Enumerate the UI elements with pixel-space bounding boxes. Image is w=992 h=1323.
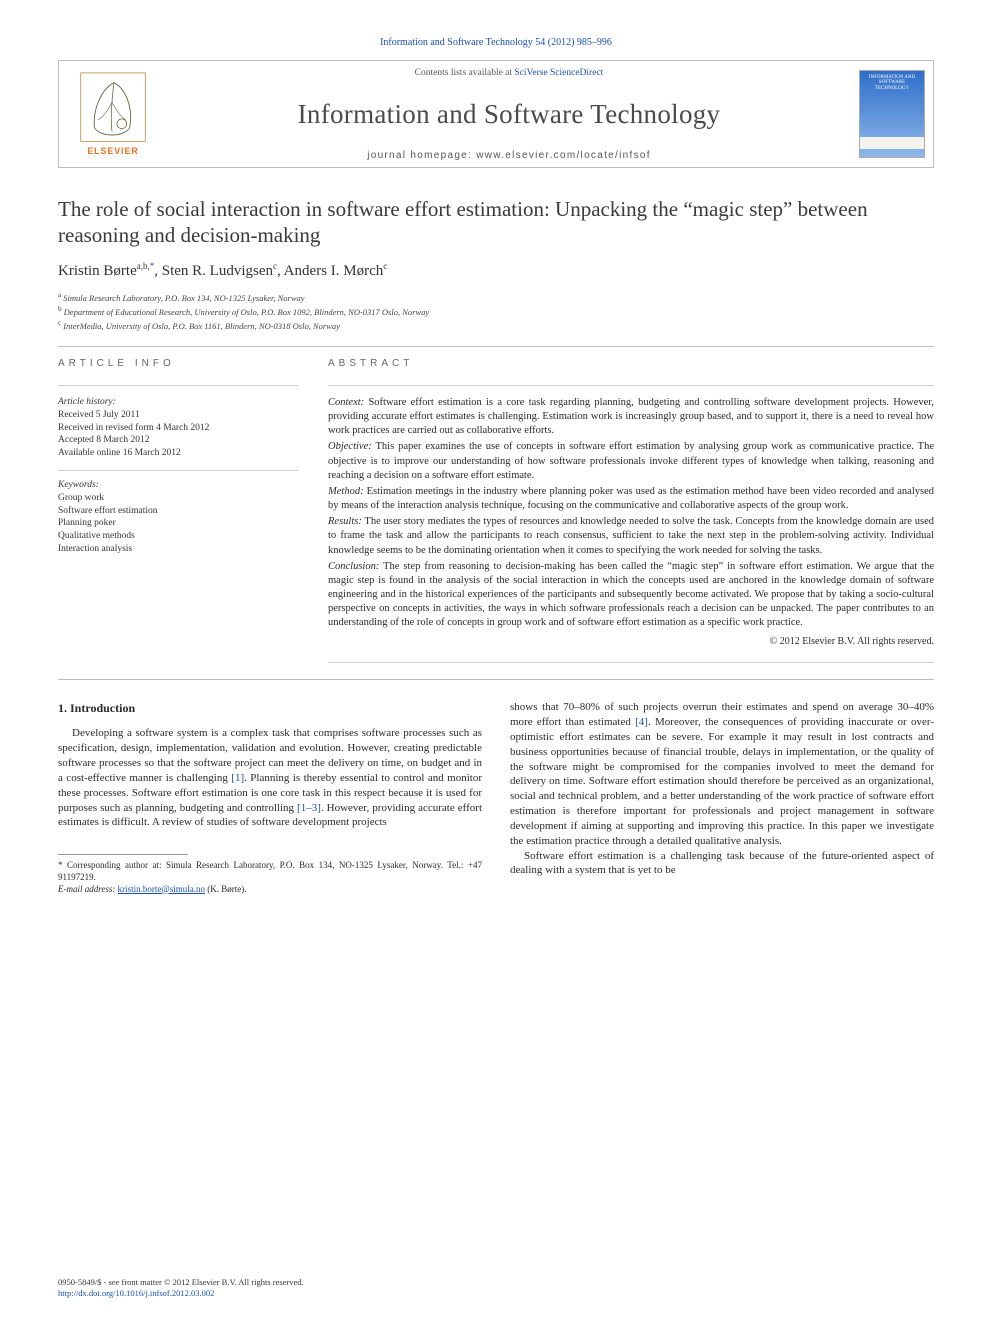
body-columns: 1. Introduction Developing a software sy… (58, 700, 934, 895)
copyright-line: © 2012 Elsevier B.V. All rights reserved… (328, 635, 934, 649)
journal-homepage: journal homepage: www.elsevier.com/locat… (177, 149, 841, 163)
contents-lists-line: Contents lists available at SciVerse Sci… (177, 67, 841, 80)
elsevier-word: ELSEVIER (87, 146, 138, 156)
article-history: Article history: Received 5 July 2011 Re… (58, 396, 298, 556)
body-col-left: 1. Introduction Developing a software sy… (58, 700, 482, 895)
ref-link[interactable]: [1–3] (297, 802, 321, 814)
corresponding-footnote: * Corresponding author at: Simula Resear… (58, 860, 482, 895)
divider (328, 385, 934, 386)
journal-header: ELSEVIER Contents lists available at Sci… (58, 60, 934, 168)
article-info-heading: ARTICLE INFO (58, 357, 298, 371)
divider (58, 679, 934, 680)
divider (58, 385, 298, 386)
divider (58, 346, 934, 347)
journal-title: Information and Software Technology (177, 96, 841, 132)
email-link[interactable]: kristin.borte@simula.no (118, 884, 205, 894)
ref-link[interactable]: [4] (635, 716, 648, 728)
intro-heading: 1. Introduction (58, 700, 482, 716)
affiliations: a Simula Research Laboratory, P.O. Box 1… (58, 291, 934, 332)
abstract-text: Context: Software effort estimation is a… (328, 396, 934, 648)
author-list: Kristin Børtea,b,*, Sten R. Ludvigsenc, … (58, 260, 934, 281)
abstract-heading: ABSTRACT (328, 357, 934, 371)
body-col-right: shows that 70–80% of such projects overr… (510, 700, 934, 895)
article-title: The role of social interaction in softwa… (58, 196, 934, 249)
divider (328, 662, 934, 663)
doi-link[interactable]: http://dx.doi.org/10.1016/j.infsof.2012.… (58, 1288, 214, 1298)
journal-cover-thumb: INFORMATION AND SOFTWARE TECHNOLOGY (851, 61, 933, 167)
ref-link[interactable]: [1] (231, 772, 244, 784)
sciencedirect-link[interactable]: SciVerse ScienceDirect (514, 68, 603, 78)
footnote-rule (58, 854, 188, 855)
footer-block: 0950-5849/$ - see front matter © 2012 El… (58, 1277, 304, 1299)
journal-reference: Information and Software Technology 54 (… (58, 36, 934, 50)
elsevier-logo: ELSEVIER (59, 61, 167, 167)
divider (58, 470, 298, 471)
